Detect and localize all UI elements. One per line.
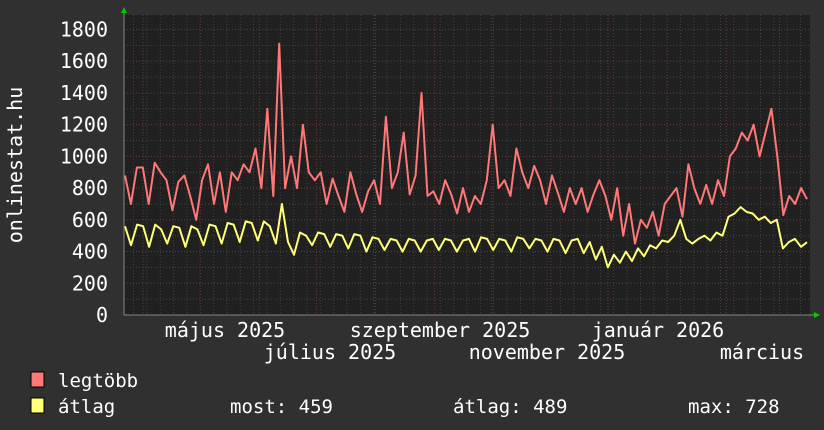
y-tick-label: 400: [72, 240, 108, 264]
y-tick-label: 0: [96, 303, 108, 327]
y-tick-label: 1600: [60, 49, 108, 73]
series-lines: [124, 42, 808, 269]
series-line-atlag: [124, 203, 808, 269]
x-axis-arrow-icon: [814, 312, 820, 318]
x-tick-label: szeptember 2025: [350, 318, 531, 342]
y-axis-arrow-icon: [121, 7, 127, 13]
y-tick-label: 600: [72, 208, 108, 232]
legend-swatch-legtobb: [30, 371, 45, 388]
stat-max: max: 728: [688, 396, 780, 418]
y-tick-label: 1800: [60, 18, 108, 42]
x-tick-label: július 2025: [264, 340, 396, 364]
x-tick-label: május 2025: [165, 318, 285, 342]
grid: [124, 15, 810, 315]
y-tick-labels: 0 200 400 600 800 1000 1200 1400 1600 1800: [60, 18, 108, 328]
stat-most: most: 459: [230, 396, 333, 418]
series-line-legtobb: [124, 42, 808, 245]
legend-label-legtobb: legtöbb: [58, 370, 138, 392]
x-tick-label: november 2025: [469, 340, 626, 364]
y-tick-label: 1000: [60, 144, 108, 168]
x-tick-label: március: [720, 340, 804, 364]
legend: legtöbb átlag most: 459 átlag: 489 max: …: [30, 370, 780, 418]
stat-atlag: átlag: 489: [453, 396, 567, 418]
legend-label-atlag: átlag: [58, 396, 115, 418]
legend-swatch-atlag: [30, 397, 45, 414]
y-tick-label: 1200: [60, 113, 108, 137]
x-tick-label: január 2026: [592, 318, 724, 342]
y-tick-label: 200: [72, 271, 108, 295]
y-tick-label: 1400: [60, 81, 108, 105]
y-tick-label: 800: [72, 176, 108, 200]
y-axis-label: onlinestat.hu: [3, 87, 27, 244]
